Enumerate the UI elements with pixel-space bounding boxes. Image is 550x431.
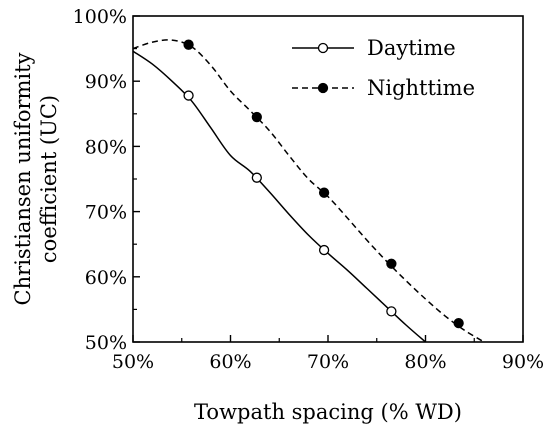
x-axis-title: Towpath spacing (% WD) — [194, 400, 462, 424]
data-point-daytime — [251, 172, 262, 183]
y-axis-title-line-2: coefficient (UC) — [37, 95, 61, 263]
legend-label-daytime: Daytime — [367, 36, 456, 60]
x-tick-label: 50% — [112, 351, 154, 373]
x-tick-label: 80% — [404, 351, 446, 373]
data-point-nighttime — [318, 187, 330, 198]
legend-label-nighttime: Nighttime — [367, 76, 475, 100]
y-tick-label: 100% — [73, 6, 127, 28]
legend-marker-daytime — [317, 42, 329, 54]
y-tick-label: 70% — [85, 202, 127, 224]
data-point-daytime — [183, 90, 194, 101]
x-tick-label: 70% — [307, 351, 349, 373]
x-tick-label: 60% — [209, 351, 251, 373]
legend-marker-nighttime — [317, 82, 329, 94]
y-axis-title-line-1: Christiansen uniformity — [11, 52, 35, 305]
data-point-nighttime — [453, 317, 464, 329]
data-point-nighttime — [386, 258, 397, 269]
data-point-nighttime — [251, 111, 262, 123]
series-line-daytime — [132, 50, 426, 343]
y-tick-label: 50% — [85, 332, 127, 354]
y-tick-label: 80% — [85, 136, 127, 158]
data-point-daytime — [318, 244, 330, 256]
plot-frame — [132, 15, 524, 343]
data-point-daytime — [386, 306, 397, 317]
x-tick-label: 90% — [502, 351, 544, 373]
y-tick-label: 60% — [85, 267, 127, 289]
y-tick-label: 90% — [85, 71, 127, 93]
data-point-nighttime — [183, 39, 194, 50]
